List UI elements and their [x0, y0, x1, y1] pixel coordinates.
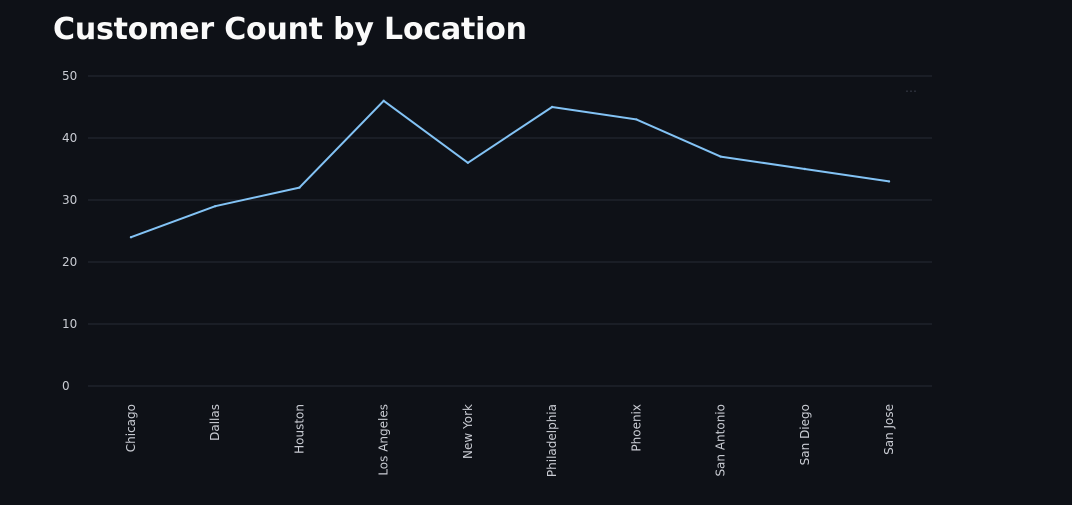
- y-tick-label: 50: [62, 69, 77, 83]
- data-point[interactable]: [382, 99, 385, 103]
- data-point[interactable]: [129, 236, 133, 239]
- y-tick-label: 40: [62, 131, 77, 145]
- grid-lines: [88, 75, 932, 387]
- x-tick-label: Philadelphia: [545, 404, 559, 477]
- y-axis: 0 10 20 30 40 50: [62, 69, 77, 393]
- data-point[interactable]: [719, 155, 722, 158]
- y-tick-label: 0: [62, 379, 70, 393]
- x-tick-label: New York: [461, 404, 475, 459]
- more-horizontal-icon[interactable]: ⋯: [905, 84, 918, 98]
- data-point[interactable]: [550, 105, 554, 109]
- x-tick-label: Los Angeles: [377, 404, 391, 476]
- data-point[interactable]: [298, 186, 301, 189]
- x-tick-label: Dallas: [208, 404, 222, 441]
- x-tick-label: San Diego: [798, 404, 812, 465]
- data-point[interactable]: [635, 118, 638, 121]
- series-layer: [129, 99, 891, 239]
- data-point[interactable]: [887, 180, 891, 183]
- x-axis: Chicago Dallas Houston Los Angeles New York P…: [124, 404, 896, 477]
- series-line: [130, 99, 890, 239]
- x-tick-label: San Antonio: [714, 404, 728, 477]
- y-tick-label: 30: [62, 193, 77, 207]
- y-tick-label: 20: [62, 255, 77, 269]
- y-tick-label: 10: [62, 317, 77, 331]
- x-tick-label: Chicago: [124, 404, 138, 452]
- page-title: Customer Count by Location: [53, 12, 527, 47]
- data-point[interactable]: [214, 205, 217, 208]
- data-point[interactable]: [466, 161, 470, 164]
- data-point[interactable]: [803, 167, 806, 171]
- x-tick-label: Houston: [292, 404, 306, 454]
- x-tick-label: Phoenix: [629, 404, 643, 452]
- x-tick-label: San Jose: [882, 404, 896, 455]
